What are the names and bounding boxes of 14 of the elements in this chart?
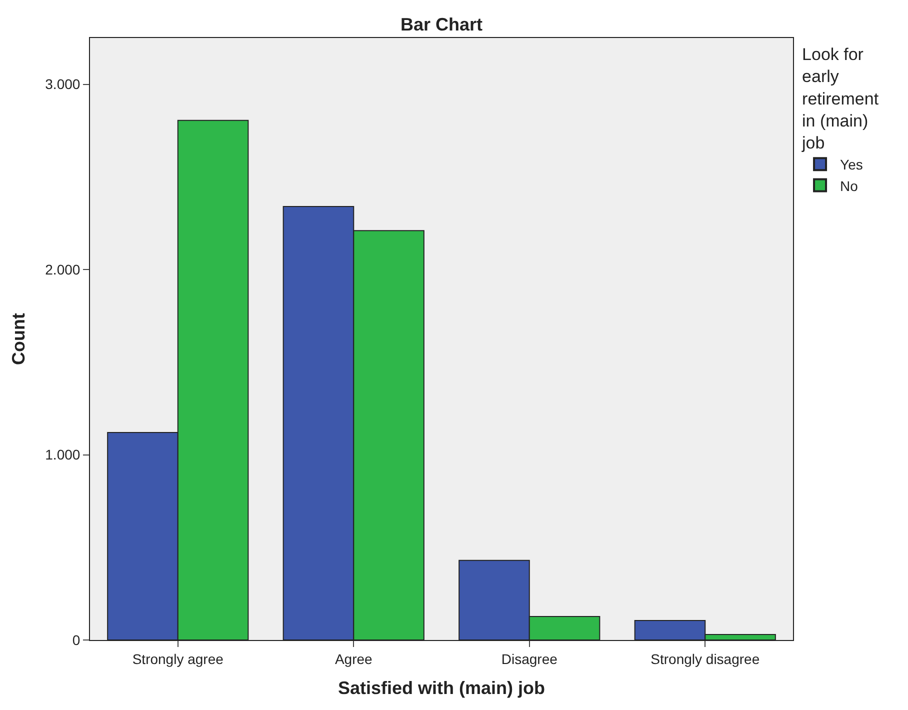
y-tick-label: 0 — [72, 632, 80, 648]
y-tick-label: 1.000 — [45, 446, 80, 463]
y-tick-label: 3.000 — [45, 76, 80, 92]
x-tick-label: Agree — [334, 650, 373, 667]
chart-title: Bar Chart — [400, 14, 483, 34]
y-tick-label: 2.000 — [45, 261, 80, 278]
x-axis-title: Satisfied with (main) job — [338, 678, 546, 698]
x-tick-label: Strongly agree — [132, 650, 224, 667]
y-axis-title: Count — [8, 313, 28, 365]
legend-title: Look for early retirement in (main) job — [801, 45, 879, 152]
legend-label: Yes — [840, 156, 863, 173]
legend-label: No — [840, 178, 858, 194]
x-tick-label: Strongly disagree — [650, 650, 760, 667]
x-tick-label: Disagree — [501, 650, 558, 667]
